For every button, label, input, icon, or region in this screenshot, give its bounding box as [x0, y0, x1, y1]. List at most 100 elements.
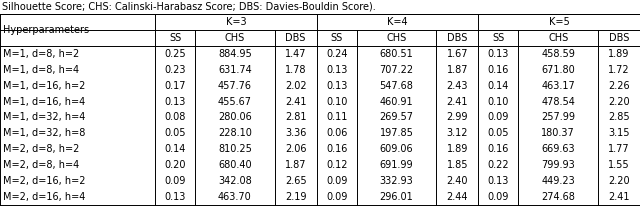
Text: 2.44: 2.44 [447, 192, 468, 202]
Text: M=2, d=8, h=2: M=2, d=8, h=2 [3, 144, 79, 154]
Text: 449.23: 449.23 [541, 176, 575, 186]
Text: Silhouette Score; CHS: Calinski-Harabasz Score; DBS: Davies-Bouldin Score).: Silhouette Score; CHS: Calinski-Harabasz… [2, 1, 376, 12]
Text: DBS: DBS [609, 33, 629, 43]
Text: 2.99: 2.99 [447, 112, 468, 122]
Text: 1.77: 1.77 [608, 144, 630, 154]
Text: 2.06: 2.06 [285, 144, 307, 154]
Text: 2.20: 2.20 [608, 97, 630, 107]
Text: 180.37: 180.37 [541, 128, 575, 138]
Text: 2.41: 2.41 [608, 192, 630, 202]
Text: 547.68: 547.68 [380, 81, 413, 91]
Text: 0.14: 0.14 [164, 144, 186, 154]
Text: 2.41: 2.41 [447, 97, 468, 107]
Text: 458.59: 458.59 [541, 49, 575, 59]
Text: 3.36: 3.36 [285, 128, 307, 138]
Text: 0.10: 0.10 [488, 97, 509, 107]
Text: Hyperparameters: Hyperparameters [3, 25, 89, 35]
Text: 0.16: 0.16 [488, 65, 509, 75]
Text: M=1, d=16, h=4: M=1, d=16, h=4 [3, 97, 85, 107]
Text: 1.89: 1.89 [608, 49, 630, 59]
Text: 1.47: 1.47 [285, 49, 307, 59]
Text: 707.22: 707.22 [380, 65, 413, 75]
Text: 810.25: 810.25 [218, 144, 252, 154]
Text: K=5: K=5 [548, 17, 570, 27]
Text: 0.22: 0.22 [488, 160, 509, 170]
Text: 1.67: 1.67 [447, 49, 468, 59]
Text: 280.06: 280.06 [218, 112, 252, 122]
Text: 2.26: 2.26 [608, 81, 630, 91]
Text: 342.08: 342.08 [218, 176, 252, 186]
Text: 463.17: 463.17 [541, 81, 575, 91]
Text: SS: SS [169, 33, 181, 43]
Text: 228.10: 228.10 [218, 128, 252, 138]
Text: 884.95: 884.95 [218, 49, 252, 59]
Text: 0.13: 0.13 [488, 49, 509, 59]
Text: M=1, d=8, h=2: M=1, d=8, h=2 [3, 49, 79, 59]
Text: 799.93: 799.93 [541, 160, 575, 170]
Text: 0.09: 0.09 [326, 176, 348, 186]
Text: 3.15: 3.15 [608, 128, 630, 138]
Text: 0.23: 0.23 [164, 65, 186, 75]
Text: 460.91: 460.91 [380, 97, 413, 107]
Text: 197.85: 197.85 [380, 128, 413, 138]
Text: 609.06: 609.06 [380, 144, 413, 154]
Text: 0.13: 0.13 [164, 192, 186, 202]
Text: K=4: K=4 [387, 17, 408, 27]
Text: 455.67: 455.67 [218, 97, 252, 107]
Text: 631.74: 631.74 [218, 65, 252, 75]
Text: 0.25: 0.25 [164, 49, 186, 59]
Text: 0.09: 0.09 [164, 176, 186, 186]
Text: 3.12: 3.12 [447, 128, 468, 138]
Text: 0.17: 0.17 [164, 81, 186, 91]
Text: CHS: CHS [548, 33, 568, 43]
Text: M=1, d=32, h=4: M=1, d=32, h=4 [3, 112, 85, 122]
Text: 2.02: 2.02 [285, 81, 307, 91]
Text: 2.85: 2.85 [608, 112, 630, 122]
Text: 0.05: 0.05 [488, 128, 509, 138]
Text: M=2, d=16, h=2: M=2, d=16, h=2 [3, 176, 86, 186]
Text: 0.14: 0.14 [488, 81, 509, 91]
Text: 0.09: 0.09 [488, 112, 509, 122]
Text: 680.51: 680.51 [380, 49, 413, 59]
Text: 0.24: 0.24 [326, 49, 348, 59]
Text: 2.81: 2.81 [285, 112, 307, 122]
Text: 0.06: 0.06 [326, 128, 348, 138]
Text: 0.13: 0.13 [326, 65, 348, 75]
Text: 0.10: 0.10 [326, 97, 348, 107]
Text: 332.93: 332.93 [380, 176, 413, 186]
Text: 1.85: 1.85 [447, 160, 468, 170]
Text: DBS: DBS [447, 33, 468, 43]
Text: M=1, d=8, h=4: M=1, d=8, h=4 [3, 65, 79, 75]
Text: 0.16: 0.16 [488, 144, 509, 154]
Text: 2.41: 2.41 [285, 97, 307, 107]
Text: 0.05: 0.05 [164, 128, 186, 138]
Text: 478.54: 478.54 [541, 97, 575, 107]
Text: 0.11: 0.11 [326, 112, 348, 122]
Text: 1.78: 1.78 [285, 65, 307, 75]
Text: 274.68: 274.68 [541, 192, 575, 202]
Text: 671.80: 671.80 [541, 65, 575, 75]
Text: 0.13: 0.13 [164, 97, 186, 107]
Text: 463.70: 463.70 [218, 192, 252, 202]
Text: CHS: CHS [387, 33, 406, 43]
Text: 2.43: 2.43 [447, 81, 468, 91]
Text: 0.09: 0.09 [488, 192, 509, 202]
Text: M=2, d=8, h=4: M=2, d=8, h=4 [3, 160, 79, 170]
Text: 269.57: 269.57 [380, 112, 413, 122]
Text: 2.19: 2.19 [285, 192, 307, 202]
Text: 0.13: 0.13 [488, 176, 509, 186]
Text: K=3: K=3 [225, 17, 246, 27]
Text: 691.99: 691.99 [380, 160, 413, 170]
Text: 0.20: 0.20 [164, 160, 186, 170]
Text: 669.63: 669.63 [541, 144, 575, 154]
Text: 1.55: 1.55 [608, 160, 630, 170]
Text: 1.72: 1.72 [608, 65, 630, 75]
Text: 457.76: 457.76 [218, 81, 252, 91]
Text: 0.09: 0.09 [326, 192, 348, 202]
Text: 2.20: 2.20 [608, 176, 630, 186]
Text: 1.89: 1.89 [447, 144, 468, 154]
Text: 2.40: 2.40 [447, 176, 468, 186]
Text: 257.99: 257.99 [541, 112, 575, 122]
Text: CHS: CHS [225, 33, 245, 43]
Text: DBS: DBS [285, 33, 306, 43]
